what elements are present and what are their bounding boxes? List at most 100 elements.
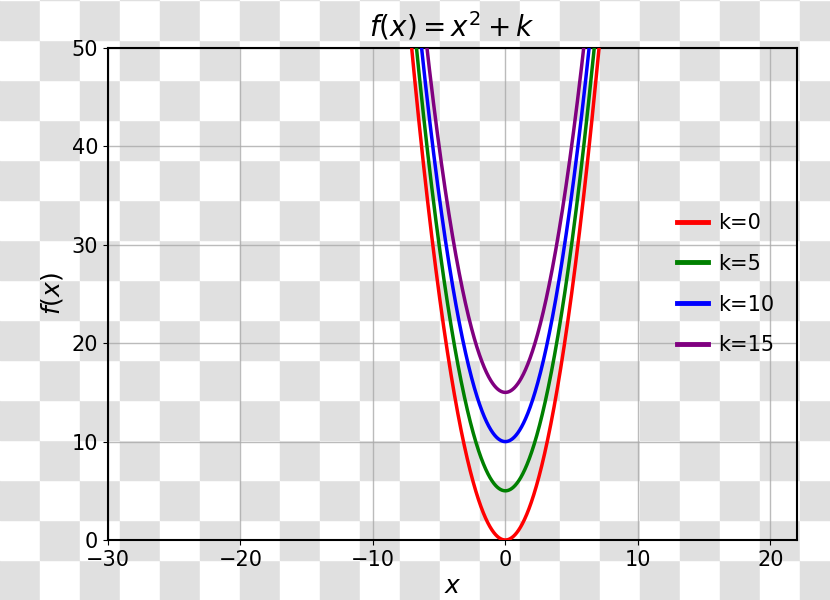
Bar — [400, 200, 440, 240]
Bar — [640, 40, 680, 80]
Bar — [400, 320, 440, 360]
Bar — [760, 480, 800, 520]
Bar — [720, 160, 760, 200]
Bar — [40, 320, 80, 360]
Bar — [640, 200, 680, 240]
Bar — [120, 400, 160, 440]
Bar — [520, 480, 560, 520]
Bar — [800, 320, 830, 360]
Bar — [200, 400, 240, 440]
Bar — [280, 560, 320, 600]
Bar — [400, 520, 440, 560]
Bar — [360, 240, 400, 280]
Bar — [640, 440, 680, 480]
Bar — [120, 480, 160, 520]
Bar — [280, 240, 320, 280]
Bar — [680, 560, 720, 600]
Bar — [440, 400, 480, 440]
Bar — [360, 440, 400, 480]
Bar — [0, 240, 40, 280]
Bar — [640, 400, 680, 440]
Bar — [240, 200, 280, 240]
Bar — [680, 120, 720, 160]
Bar — [440, 280, 480, 320]
Bar — [720, 320, 760, 360]
Bar — [400, 120, 440, 160]
Bar — [760, 240, 800, 280]
Bar — [40, 80, 80, 120]
Bar — [400, 480, 440, 520]
Bar — [200, 40, 240, 80]
Bar — [760, 320, 800, 360]
Bar — [280, 360, 320, 400]
Bar — [80, 280, 120, 320]
Bar — [560, 0, 600, 40]
Bar — [400, 280, 440, 320]
Bar — [720, 200, 760, 240]
Bar — [640, 80, 680, 120]
Bar — [640, 320, 680, 360]
Bar — [160, 480, 200, 520]
Bar — [40, 480, 80, 520]
Bar — [600, 520, 640, 560]
Bar — [120, 360, 160, 400]
Bar — [760, 40, 800, 80]
Bar — [600, 440, 640, 480]
Bar — [0, 0, 40, 40]
Bar — [600, 280, 640, 320]
Bar — [280, 320, 320, 360]
Bar — [600, 0, 640, 40]
Bar — [600, 40, 640, 80]
Bar — [520, 200, 560, 240]
Bar — [40, 160, 80, 200]
Bar — [520, 400, 560, 440]
Bar — [640, 0, 680, 40]
Bar — [200, 200, 240, 240]
Bar — [680, 0, 720, 40]
Bar — [600, 240, 640, 280]
Bar — [0, 80, 40, 120]
Bar — [320, 240, 360, 280]
Bar — [760, 560, 800, 600]
Bar — [80, 400, 120, 440]
Bar — [360, 80, 400, 120]
Bar — [40, 240, 80, 280]
Bar — [240, 80, 280, 120]
Bar — [80, 560, 120, 600]
Bar — [360, 280, 400, 320]
Bar — [0, 520, 40, 560]
Bar — [120, 560, 160, 600]
Bar — [360, 560, 400, 600]
Bar — [240, 320, 280, 360]
Bar — [400, 400, 440, 440]
Bar — [480, 360, 520, 400]
Bar — [440, 160, 480, 200]
Bar — [480, 400, 520, 440]
Bar — [80, 360, 120, 400]
Bar — [80, 120, 120, 160]
Bar — [480, 160, 520, 200]
Bar — [680, 40, 720, 80]
Bar — [680, 440, 720, 480]
Bar — [800, 40, 830, 80]
Bar — [680, 200, 720, 240]
Bar — [240, 400, 280, 440]
Bar — [160, 80, 200, 120]
Bar — [520, 40, 560, 80]
Bar — [800, 280, 830, 320]
Bar — [40, 560, 80, 600]
Bar — [240, 0, 280, 40]
Bar — [440, 360, 480, 400]
Bar — [400, 80, 440, 120]
Bar — [280, 280, 320, 320]
Bar — [160, 520, 200, 560]
Bar — [360, 0, 400, 40]
Bar — [40, 360, 80, 400]
Bar — [800, 200, 830, 240]
Bar — [160, 320, 200, 360]
Bar — [320, 440, 360, 480]
Bar — [280, 480, 320, 520]
Bar — [240, 560, 280, 600]
Bar — [360, 320, 400, 360]
Bar — [480, 280, 520, 320]
